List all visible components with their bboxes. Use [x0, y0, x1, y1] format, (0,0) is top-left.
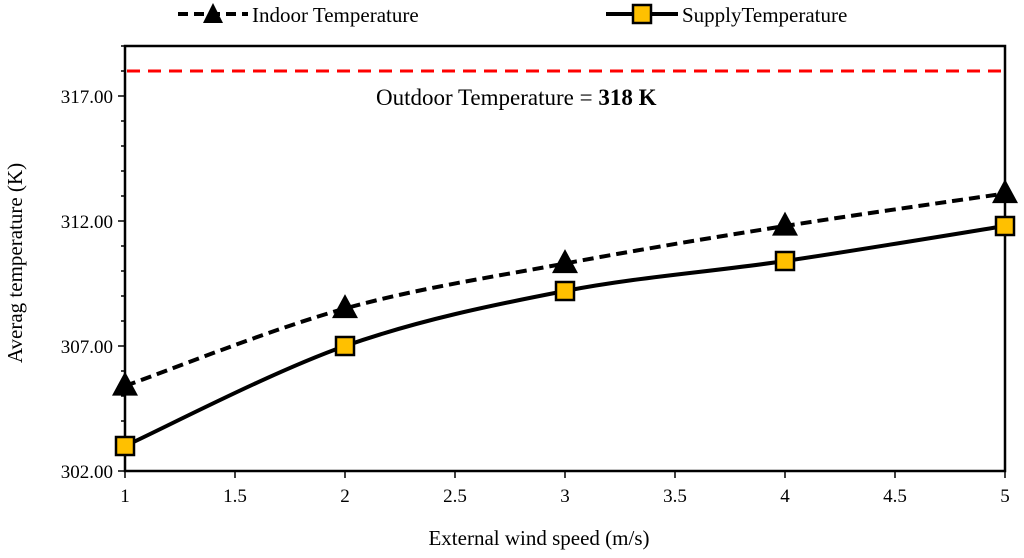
- legend-square-icon: [631, 3, 653, 25]
- data-point-triangle: [332, 294, 358, 319]
- series-line: [124, 191, 1006, 388]
- x-tick-label: 1.5: [223, 486, 247, 507]
- y-tick-label: 317.00: [61, 87, 113, 108]
- legend-indoor-label: Indoor Temperature: [252, 3, 419, 27]
- x-tick-label: 3: [560, 486, 570, 507]
- x-tick-label: 5: [1000, 486, 1010, 507]
- y-axis: 302.00 307.00 312.00 317.00: [61, 45, 125, 483]
- data-point-square: [554, 280, 576, 302]
- legend-supply-label: SupplyTemperature: [682, 3, 847, 27]
- series-indoor-temperature: [112, 179, 1018, 396]
- data-point-triangle: [552, 249, 578, 274]
- x-tick-label: 2: [340, 486, 350, 507]
- legend: Indoor Temperature SupplyTemperature: [178, 3, 847, 27]
- legend-item-indoor-temperature: Indoor Temperature: [178, 3, 419, 27]
- data-point-square: [774, 250, 796, 272]
- data-point-square: [334, 335, 356, 357]
- y-tick-label: 302.00: [61, 462, 113, 483]
- data-point-square: [114, 435, 136, 457]
- series-supplytemperature: [114, 215, 1016, 457]
- data-point-triangle: [992, 179, 1018, 204]
- x-tick-label: 2.5: [443, 486, 467, 507]
- outdoor-temperature-annotation: Outdoor Temperature = 318 K: [376, 85, 657, 110]
- x-axis: 1 1.5 2 2.5 3 3.5 4 4.5 5: [120, 471, 1010, 507]
- data-point-square: [994, 215, 1016, 237]
- y-tick-label: 307.00: [61, 337, 113, 358]
- x-tick-label: 1: [120, 486, 130, 507]
- y-tick-label: 312.00: [61, 212, 113, 233]
- series-layer: [112, 179, 1018, 457]
- data-point-triangle: [112, 371, 138, 396]
- x-axis-title: External wind speed (m/s): [428, 526, 649, 550]
- x-tick-label: 3.5: [663, 486, 687, 507]
- y-axis-title: Averag temperature (K): [3, 163, 27, 363]
- legend-item-supply-temperature: SupplyTemperature: [606, 3, 847, 27]
- data-point-triangle: [772, 211, 798, 236]
- annotation-value: 318 K: [598, 85, 656, 110]
- x-tick-label: 4: [780, 486, 790, 507]
- annotation-prefix: Outdoor Temperature =: [376, 85, 598, 110]
- x-tick-label: 4.5: [883, 486, 907, 507]
- legend-triangle-icon: [203, 3, 223, 23]
